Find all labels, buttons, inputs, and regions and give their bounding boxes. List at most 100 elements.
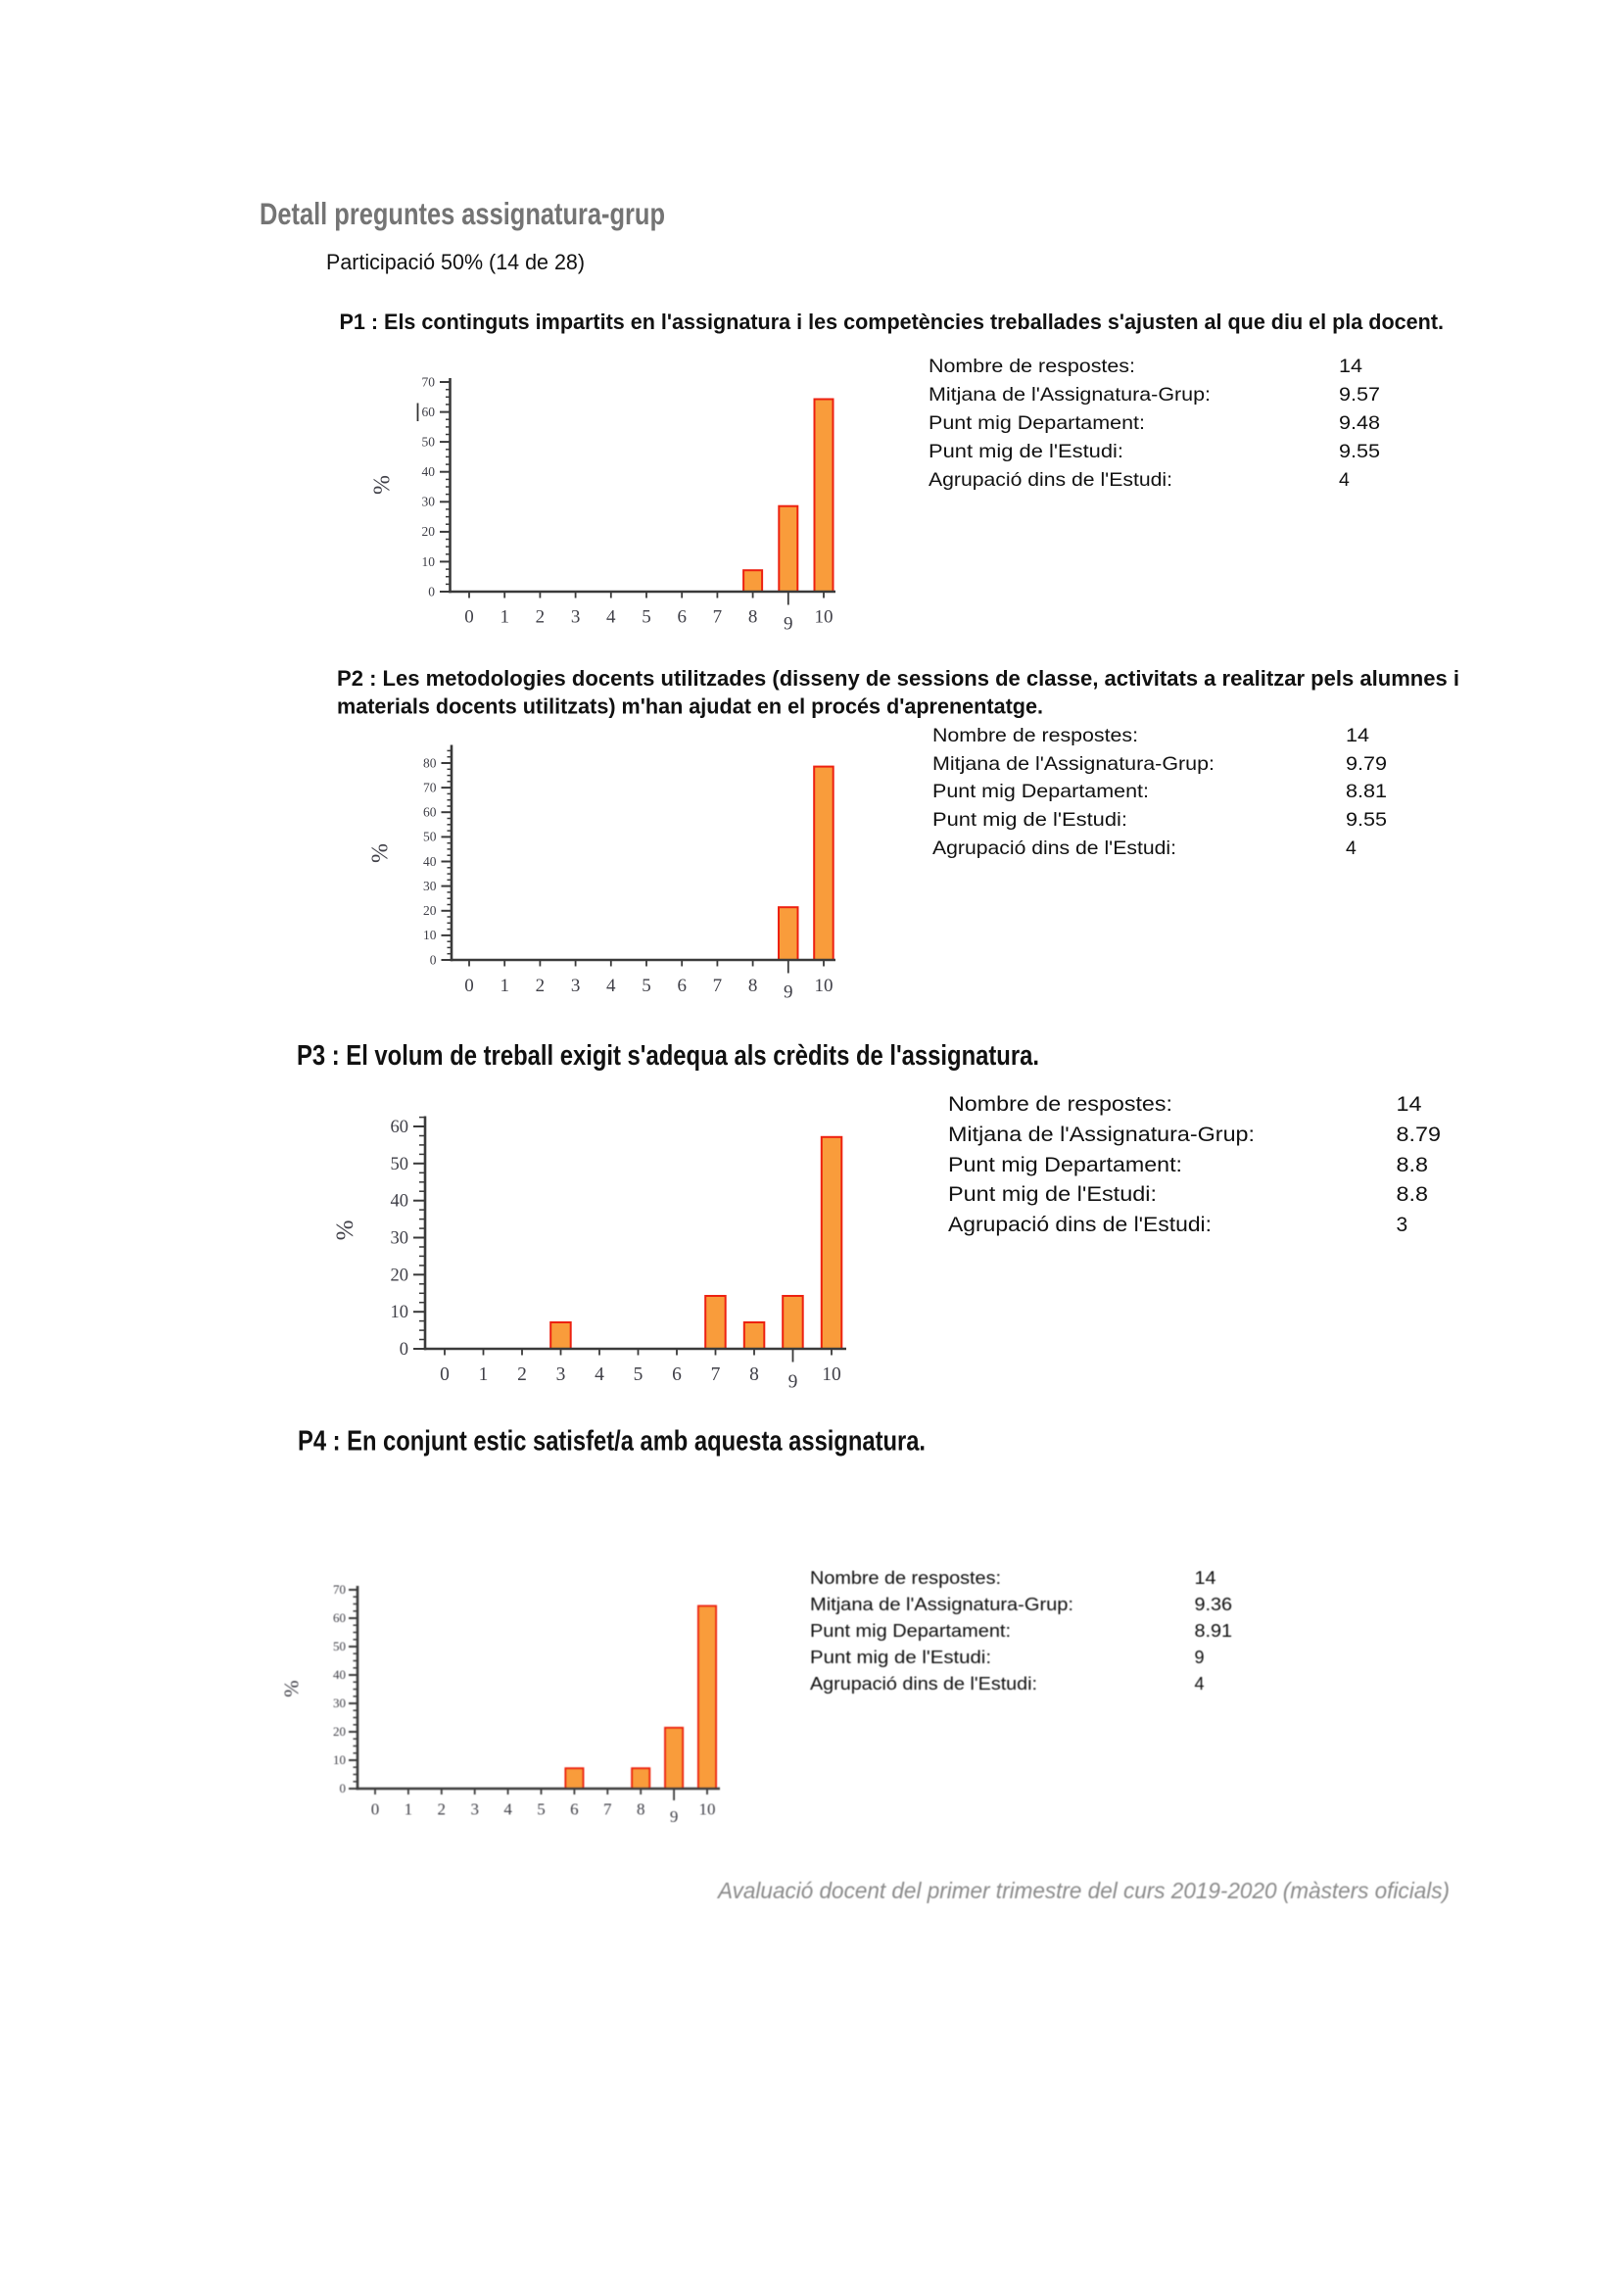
svg-text:14: 14: [1346, 725, 1369, 746]
svg-text:P2 : Les metodologies docents: P2 : Les metodologies docents utilitzade…: [337, 666, 1459, 691]
svg-text:20: 20: [391, 1266, 409, 1285]
svg-text:%: %: [370, 475, 396, 495]
svg-text:9.55: 9.55: [1346, 809, 1387, 831]
svg-text:Agrupació dins de l'Estudi:: Agrupació dins de l'Estudi:: [948, 1214, 1212, 1236]
svg-text:9.79: 9.79: [1346, 753, 1387, 775]
svg-text:0: 0: [400, 1340, 408, 1360]
svg-text:materials docents utilitzats): materials docents utilitzats) m'han ajud…: [337, 694, 1043, 719]
svg-text:Nombre de respostes:: Nombre de respostes:: [932, 725, 1138, 746]
svg-text:6: 6: [570, 1800, 579, 1819]
svg-text:8.8: 8.8: [1397, 1183, 1429, 1206]
svg-text:10: 10: [333, 1752, 346, 1767]
svg-text:Mitjana de l'Assignatura-Grup:: Mitjana de l'Assignatura-Grup:: [810, 1595, 1073, 1614]
svg-text:Agrupació dins de l'Estudi:: Agrupació dins de l'Estudi:: [932, 837, 1176, 859]
svg-text:7: 7: [603, 1800, 612, 1819]
svg-text:6: 6: [677, 976, 687, 996]
svg-text:4: 4: [1346, 837, 1357, 859]
svg-text:0: 0: [464, 607, 474, 628]
svg-text:9.57: 9.57: [1339, 384, 1380, 406]
svg-text:9: 9: [784, 982, 793, 1003]
svg-text:8: 8: [748, 976, 758, 996]
svg-text:P4 : En conjunt estic satisfet: P4 : En conjunt estic satisfet/a amb aqu…: [298, 1426, 926, 1458]
svg-text:10: 10: [822, 1364, 841, 1385]
svg-text:70: 70: [423, 780, 437, 794]
svg-text:4: 4: [1339, 469, 1350, 491]
svg-text:8.79: 8.79: [1397, 1124, 1442, 1146]
svg-text:Punt mig Departament:: Punt mig Departament:: [948, 1154, 1182, 1176]
svg-text:10: 10: [422, 554, 436, 569]
svg-text:10: 10: [699, 1800, 716, 1819]
svg-text:60: 60: [391, 1118, 409, 1137]
svg-text:40: 40: [333, 1667, 346, 1682]
svg-text:2: 2: [517, 1364, 527, 1385]
svg-text:9.36: 9.36: [1195, 1595, 1233, 1614]
svg-text:8: 8: [748, 607, 758, 628]
svg-text:Mitjana de l'Assignatura-Grup:: Mitjana de l'Assignatura-Grup:: [948, 1124, 1255, 1146]
svg-text:4: 4: [503, 1800, 512, 1819]
svg-text:30: 30: [333, 1696, 346, 1710]
svg-text:4: 4: [1195, 1674, 1205, 1694]
svg-text:2: 2: [536, 607, 546, 628]
svg-text:Avaluació docent del primer tr: Avaluació docent del primer trimestre de…: [716, 1878, 1450, 1903]
svg-text:50: 50: [423, 830, 437, 844]
svg-text:3: 3: [1397, 1214, 1408, 1236]
svg-text:60: 60: [423, 805, 437, 820]
svg-text:9: 9: [784, 614, 793, 635]
svg-text:70: 70: [333, 1582, 346, 1597]
svg-text:Mitjana de l'Assignatura-Grup:: Mitjana de l'Assignatura-Grup:: [929, 384, 1211, 406]
svg-text:9: 9: [788, 1372, 798, 1393]
svg-text:10: 10: [815, 607, 834, 628]
svg-text:6: 6: [672, 1364, 682, 1385]
svg-text:8.81: 8.81: [1346, 781, 1387, 802]
svg-text:Agrupació dins de l'Estudi:: Agrupació dins de l'Estudi:: [929, 469, 1172, 491]
svg-text:7: 7: [713, 976, 723, 996]
svg-text:60: 60: [333, 1610, 346, 1625]
svg-text:Mitjana de l'Assignatura-Grup:: Mitjana de l'Assignatura-Grup:: [932, 753, 1215, 775]
svg-text:8: 8: [749, 1364, 759, 1385]
svg-text:5: 5: [642, 607, 651, 628]
svg-text:0: 0: [340, 1781, 347, 1795]
svg-text:20: 20: [423, 903, 437, 918]
svg-text:8.91: 8.91: [1195, 1621, 1233, 1641]
svg-text:3: 3: [556, 1364, 566, 1385]
svg-text:70: 70: [422, 374, 436, 389]
svg-text:30: 30: [423, 879, 437, 893]
svg-text:Punt mig Departament:: Punt mig Departament:: [932, 781, 1149, 802]
svg-text:50: 50: [422, 435, 436, 450]
svg-text:40: 40: [423, 854, 437, 869]
svg-text:%: %: [280, 1680, 304, 1698]
svg-text:60: 60: [422, 405, 436, 419]
svg-text:P1 : Els continguts impartits: P1 : Els continguts impartits en l'assig…: [340, 310, 1445, 334]
svg-text:0: 0: [428, 584, 435, 598]
svg-text:10: 10: [815, 976, 834, 996]
svg-text:5: 5: [634, 1364, 643, 1385]
svg-text:10: 10: [423, 928, 437, 942]
svg-text:Nombre de respostes:: Nombre de respostes:: [929, 356, 1135, 377]
svg-text:14: 14: [1195, 1568, 1216, 1588]
svg-text:30: 30: [391, 1228, 409, 1248]
svg-text:50: 50: [391, 1155, 409, 1174]
svg-text:%: %: [368, 843, 394, 863]
svg-text:0: 0: [440, 1364, 450, 1385]
svg-text:0: 0: [430, 952, 437, 967]
svg-text:5: 5: [537, 1800, 546, 1819]
svg-text:0: 0: [464, 976, 474, 996]
svg-text:2: 2: [536, 976, 546, 996]
svg-text:7: 7: [713, 607, 723, 628]
svg-text:6: 6: [677, 607, 687, 628]
svg-text:Punt mig Departament:: Punt mig Departament:: [810, 1621, 1011, 1641]
svg-text:2: 2: [438, 1800, 447, 1819]
svg-text:Punt mig Departament:: Punt mig Departament:: [929, 412, 1145, 434]
svg-text:Punt mig de l'Estudi:: Punt mig de l'Estudi:: [810, 1648, 991, 1667]
svg-text:1: 1: [500, 607, 509, 628]
svg-text:9.48: 9.48: [1339, 412, 1380, 434]
svg-text:3: 3: [571, 976, 581, 996]
svg-text:P3 : El volum de treball exigi: P3 : El volum de treball exigit s'adequa…: [297, 1040, 1039, 1072]
svg-text:20: 20: [422, 524, 436, 539]
svg-text:Nombre de respostes:: Nombre de respostes:: [948, 1093, 1172, 1116]
svg-text:80: 80: [423, 755, 437, 770]
svg-text:3: 3: [470, 1800, 479, 1819]
svg-text:1: 1: [479, 1364, 489, 1385]
svg-text:Punt mig de l'Estudi:: Punt mig de l'Estudi:: [929, 441, 1123, 462]
svg-text:8: 8: [637, 1800, 645, 1819]
